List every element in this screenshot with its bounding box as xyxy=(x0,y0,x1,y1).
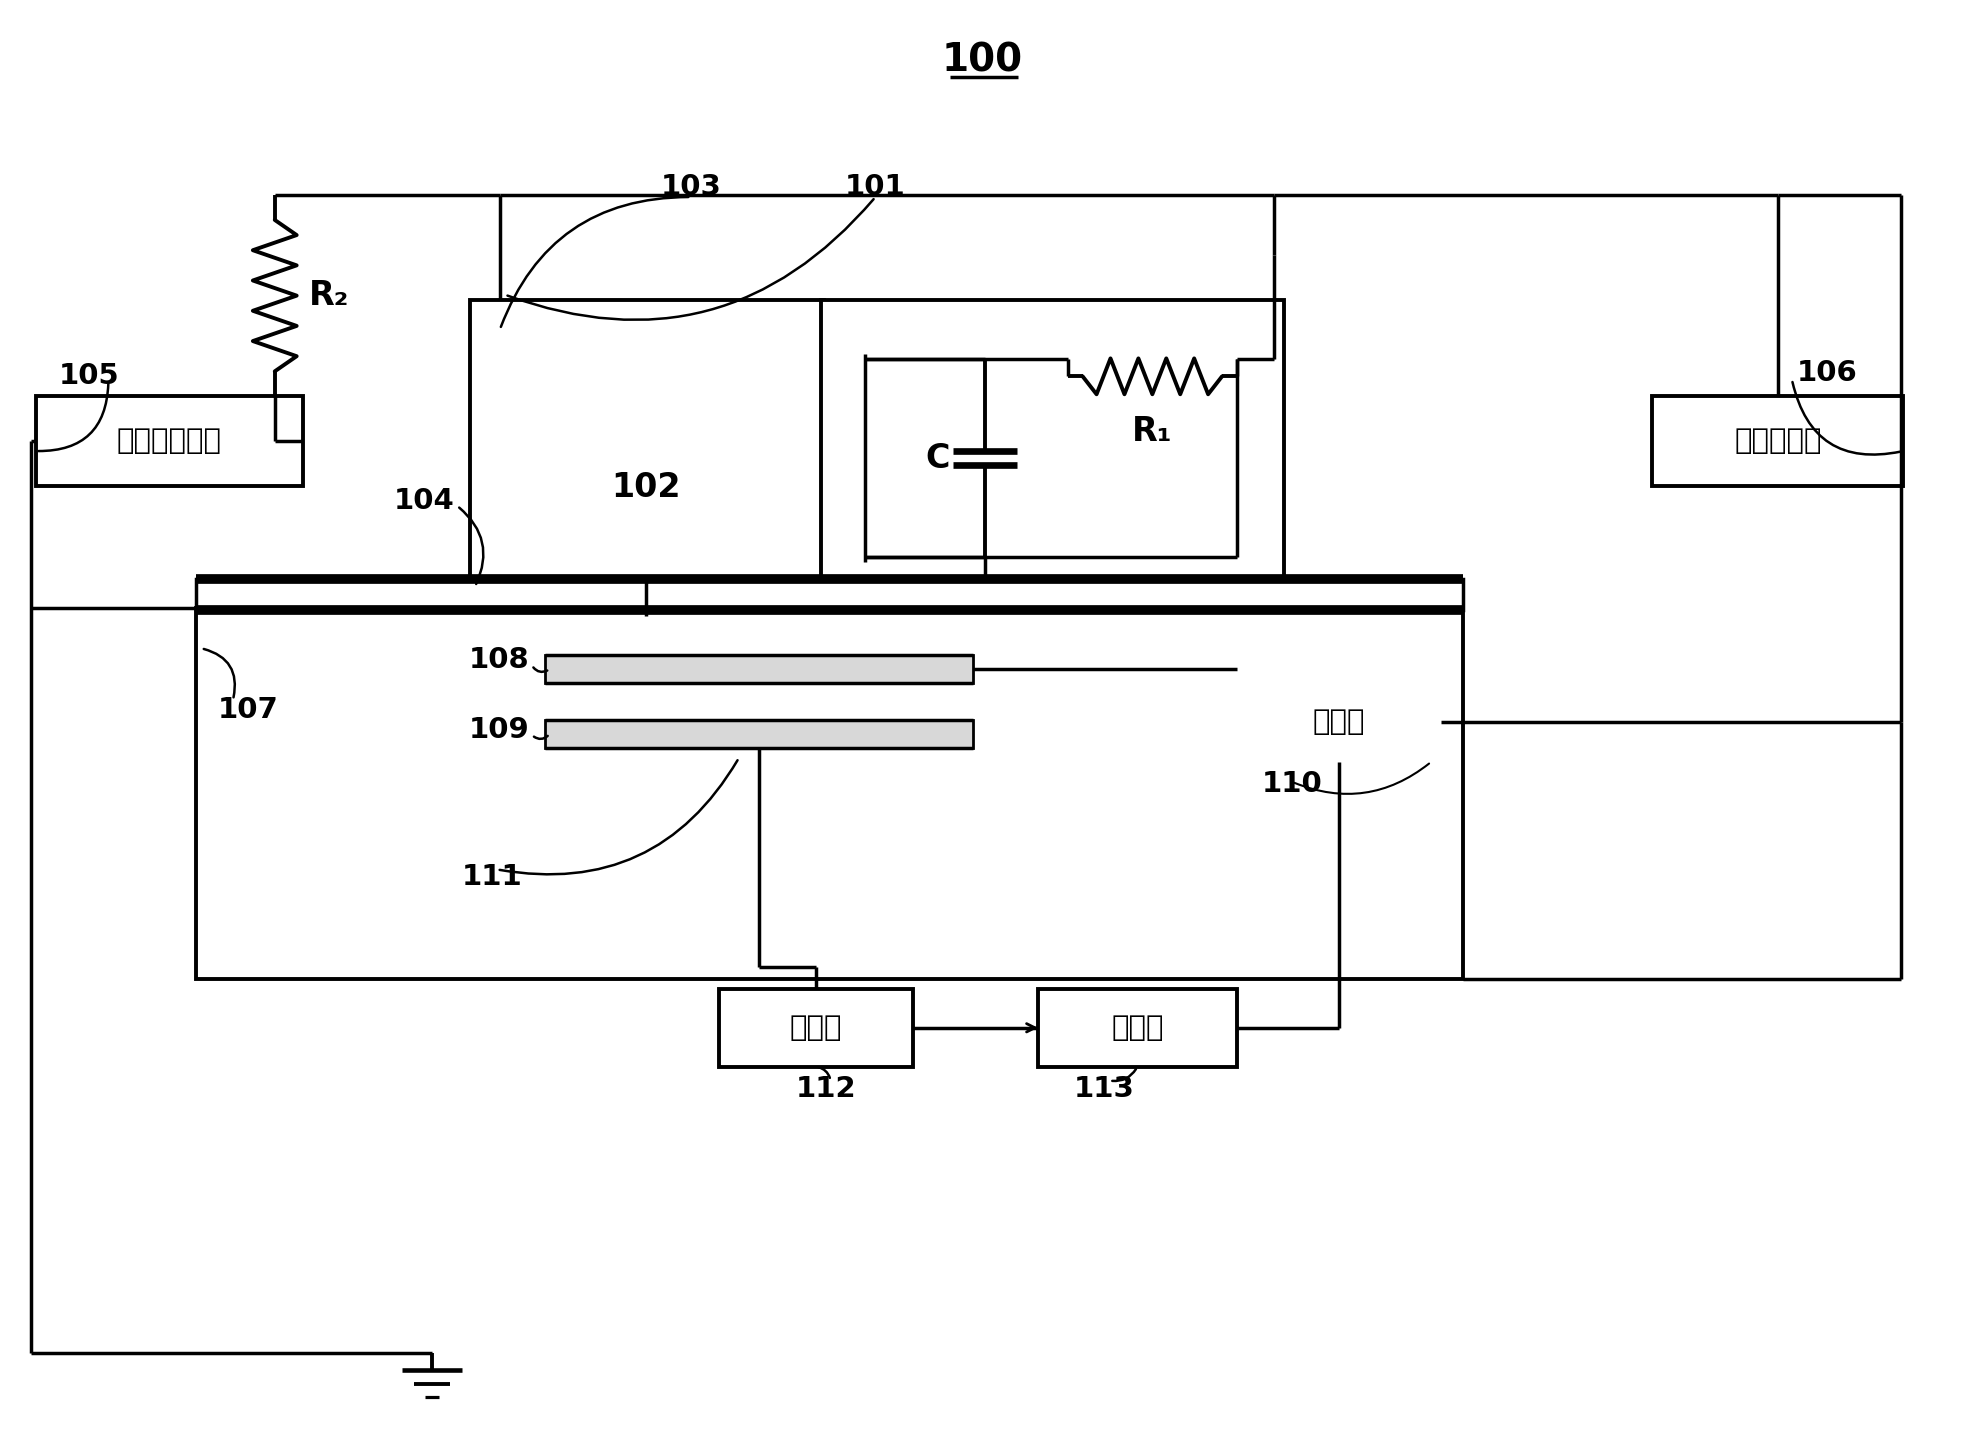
Bar xyxy=(719,990,913,1067)
Text: 106: 106 xyxy=(1797,359,1858,387)
Bar xyxy=(196,609,1463,979)
Text: 脉冲发生器: 脉冲发生器 xyxy=(1734,427,1823,455)
Bar xyxy=(469,299,823,616)
Bar xyxy=(1652,397,1903,485)
Bar xyxy=(1237,682,1442,762)
Text: 放大器: 放大器 xyxy=(1312,707,1365,736)
Bar xyxy=(196,579,1463,610)
Text: C: C xyxy=(925,441,949,474)
Bar xyxy=(544,656,972,683)
Text: 102: 102 xyxy=(611,471,682,504)
Bar xyxy=(35,397,302,485)
Text: 112: 112 xyxy=(795,1074,856,1103)
Bar xyxy=(1037,990,1237,1067)
Text: 113: 113 xyxy=(1074,1074,1135,1103)
Text: 111: 111 xyxy=(462,863,522,891)
Text: 108: 108 xyxy=(469,646,530,674)
Text: R₁: R₁ xyxy=(1131,415,1173,448)
Text: 109: 109 xyxy=(469,716,530,745)
Text: R₂: R₂ xyxy=(310,279,350,312)
Bar xyxy=(821,299,1284,616)
Text: 高压直流电源: 高压直流电源 xyxy=(116,427,222,455)
Text: 示波器: 示波器 xyxy=(1112,1014,1163,1042)
Bar xyxy=(544,720,972,748)
Text: 107: 107 xyxy=(218,696,279,725)
Text: 110: 110 xyxy=(1261,770,1322,798)
Text: 104: 104 xyxy=(393,487,454,516)
Text: 计算机: 计算机 xyxy=(790,1014,843,1042)
Text: 100: 100 xyxy=(941,42,1023,80)
Text: 105: 105 xyxy=(59,362,120,391)
Text: 103: 103 xyxy=(660,173,721,200)
Text: 101: 101 xyxy=(845,173,905,200)
